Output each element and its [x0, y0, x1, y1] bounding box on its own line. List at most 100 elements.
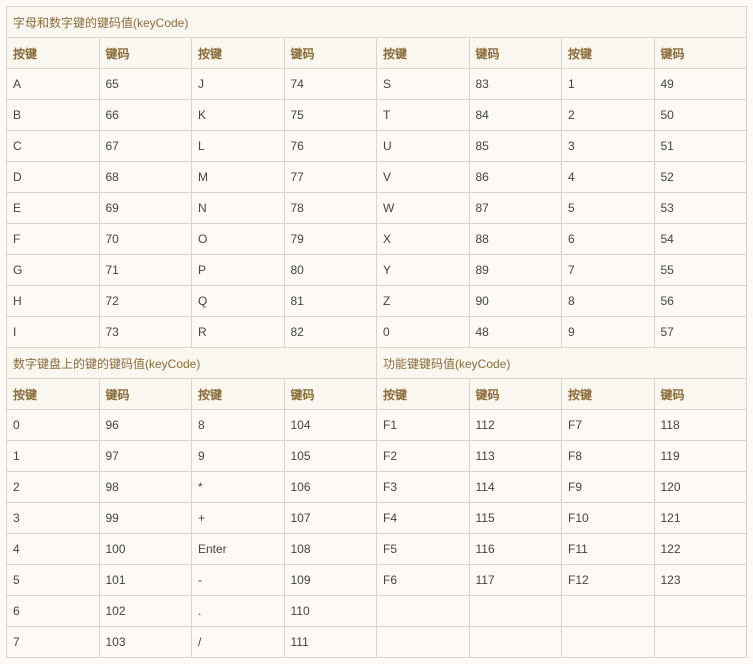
table-row: A65J74S83149	[7, 69, 747, 100]
table-cell: 54	[654, 224, 747, 255]
table-cell: 9	[192, 441, 285, 472]
table-row: I73R82048957	[7, 317, 747, 348]
table-cell: Y	[377, 255, 470, 286]
col-code: 键码	[284, 38, 377, 69]
table-cell: 49	[654, 69, 747, 100]
section1-title-row: 字母和数字键的键码值(keyCode)	[7, 7, 747, 38]
table-cell: 116	[469, 534, 562, 565]
keycode-table: 字母和数字键的键码值(keyCode) 按键 键码 按键 键码 按键 键码 按键…	[6, 6, 747, 658]
table-cell: 99	[99, 503, 192, 534]
col-key: 按键	[7, 38, 100, 69]
table-cell: 121	[654, 503, 747, 534]
table-cell: 115	[469, 503, 562, 534]
table-cell: 69	[99, 193, 192, 224]
table-cell: S	[377, 69, 470, 100]
table-cell: *	[192, 472, 285, 503]
section1-body: A65J74S83149B66K75T84250C67L76U85351D68M…	[7, 69, 747, 348]
col-code: 键码	[469, 379, 562, 410]
table-cell: 82	[284, 317, 377, 348]
table-row: H72Q81Z90856	[7, 286, 747, 317]
table-cell: 100	[99, 534, 192, 565]
table-cell: 55	[654, 255, 747, 286]
table-cell: 118	[654, 410, 747, 441]
table-cell: W	[377, 193, 470, 224]
table-cell: 2	[562, 100, 655, 131]
table-cell: F4	[377, 503, 470, 534]
table-cell: F7	[562, 410, 655, 441]
col-key: 按键	[192, 379, 285, 410]
table-cell	[469, 596, 562, 627]
table-cell: 1	[562, 69, 655, 100]
col-key: 按键	[192, 38, 285, 69]
col-key: 按键	[562, 38, 655, 69]
table-cell: -	[192, 565, 285, 596]
table-cell: 1	[7, 441, 100, 472]
col-key: 按键	[562, 379, 655, 410]
table-cell: 0	[7, 410, 100, 441]
table-cell: 80	[284, 255, 377, 286]
table-cell: 75	[284, 100, 377, 131]
table-cell: 7	[7, 627, 100, 658]
table-cell: 4	[562, 162, 655, 193]
table-cell: P	[192, 255, 285, 286]
table-cell: 81	[284, 286, 377, 317]
table-cell	[377, 596, 470, 627]
table-cell	[377, 627, 470, 658]
section23-body: 0968104F1112F71181979105F2113F8119298*10…	[7, 410, 747, 658]
table-cell: 106	[284, 472, 377, 503]
col-code: 键码	[654, 379, 747, 410]
table-cell: 87	[469, 193, 562, 224]
table-cell: F3	[377, 472, 470, 503]
table-cell: 89	[469, 255, 562, 286]
table-cell: 96	[99, 410, 192, 441]
table-cell: 73	[99, 317, 192, 348]
table-cell: D	[7, 162, 100, 193]
table-row: D68M77V86452	[7, 162, 747, 193]
table-cell: F1	[377, 410, 470, 441]
table-cell: 4	[7, 534, 100, 565]
table-row: 5101-109F6117F12123	[7, 565, 747, 596]
table-cell: 0	[377, 317, 470, 348]
table-cell: F12	[562, 565, 655, 596]
table-cell: 122	[654, 534, 747, 565]
table-cell	[562, 596, 655, 627]
table-cell	[654, 596, 747, 627]
table-cell: 56	[654, 286, 747, 317]
col-code: 键码	[654, 38, 747, 69]
section23-header-row: 按键 键码 按键 键码 按键 键码 按键 键码	[7, 379, 747, 410]
table-cell: 112	[469, 410, 562, 441]
table-cell: 6	[562, 224, 655, 255]
table-cell: 48	[469, 317, 562, 348]
table-cell: 109	[284, 565, 377, 596]
table-cell: 105	[284, 441, 377, 472]
section23-title-row: 数字键盘上的键的键码值(keyCode) 功能键键码值(keyCode)	[7, 348, 747, 379]
table-cell: 88	[469, 224, 562, 255]
table-cell: J	[192, 69, 285, 100]
table-cell: F11	[562, 534, 655, 565]
table-cell: F5	[377, 534, 470, 565]
section3-title: 功能键键码值(keyCode)	[377, 348, 747, 379]
table-cell: F2	[377, 441, 470, 472]
table-cell: N	[192, 193, 285, 224]
table-cell: L	[192, 131, 285, 162]
table-cell: 67	[99, 131, 192, 162]
table-cell: .	[192, 596, 285, 627]
table-row: 298*106F3114F9120	[7, 472, 747, 503]
table-cell: Enter	[192, 534, 285, 565]
table-cell: F	[7, 224, 100, 255]
table-cell: R	[192, 317, 285, 348]
table-cell: B	[7, 100, 100, 131]
table-cell: 3	[7, 503, 100, 534]
col-code: 键码	[469, 38, 562, 69]
table-cell: 120	[654, 472, 747, 503]
table-cell: 110	[284, 596, 377, 627]
col-key: 按键	[377, 38, 470, 69]
table-cell: 9	[562, 317, 655, 348]
table-cell: 53	[654, 193, 747, 224]
table-cell: U	[377, 131, 470, 162]
table-cell: 70	[99, 224, 192, 255]
table-cell: 77	[284, 162, 377, 193]
table-cell: 107	[284, 503, 377, 534]
table-cell: 111	[284, 627, 377, 658]
table-row: B66K75T84250	[7, 100, 747, 131]
